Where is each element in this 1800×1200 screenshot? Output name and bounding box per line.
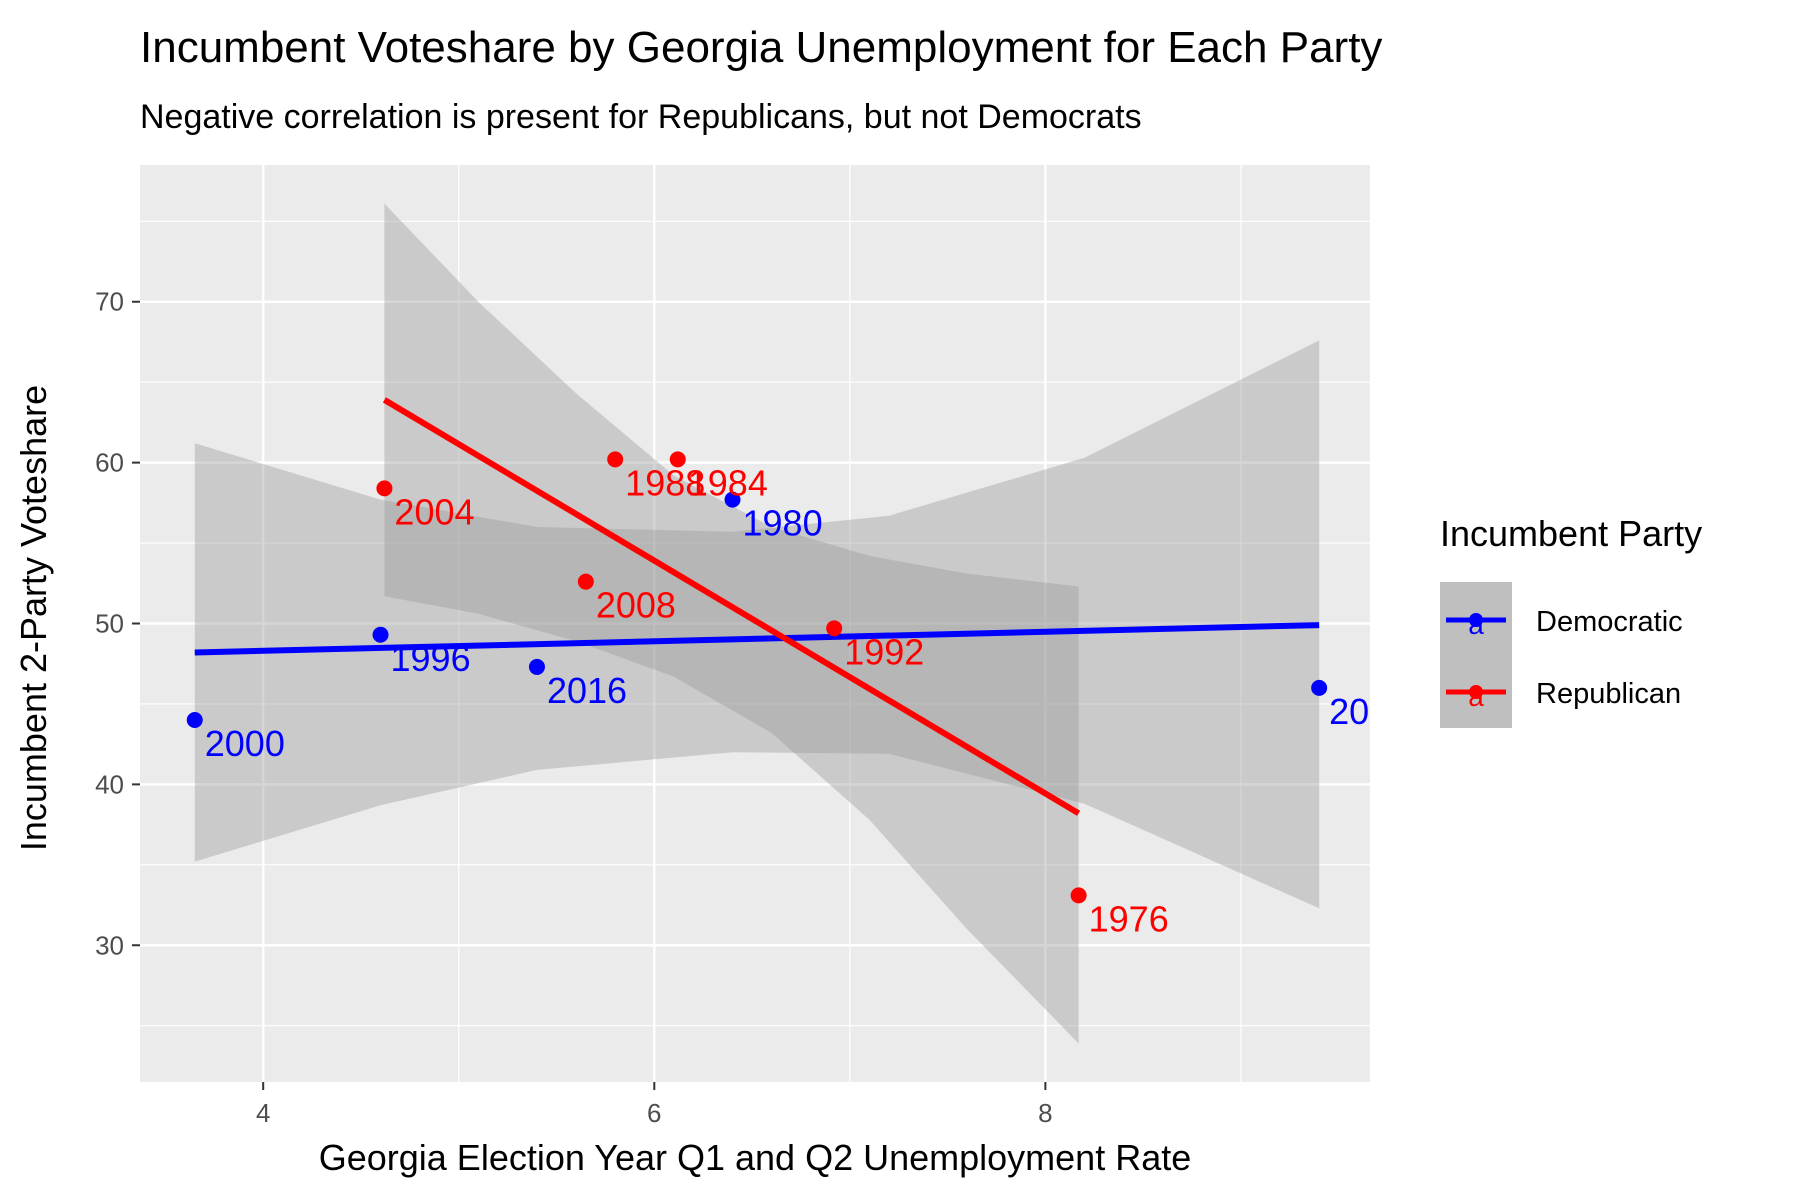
fit-line-republican <box>382 397 1081 816</box>
confidence-ribbon-republican <box>384 203 1079 1044</box>
legend-key-point <box>1469 685 1483 699</box>
fit-line-democratic <box>194 622 1320 656</box>
point-label: 2016 <box>547 670 627 711</box>
x-tick-label: 4 <box>256 1098 270 1128</box>
point-label: 1976 <box>1089 898 1169 939</box>
point-label: 1984 <box>688 462 768 503</box>
x-tick-label: 8 <box>1038 1098 1052 1128</box>
data-point-democratic <box>1311 679 1328 696</box>
y-tick-label: 30 <box>95 930 124 960</box>
data-points <box>186 451 1328 904</box>
y-tick-label: 70 <box>95 287 124 317</box>
data-point-republican <box>376 480 393 497</box>
point-label: 20 <box>1329 691 1369 732</box>
data-point-democratic <box>372 626 389 643</box>
data-point-democratic <box>528 658 545 675</box>
point-label: 1992 <box>844 631 924 672</box>
data-point-republican <box>826 620 843 637</box>
y-tick-label: 60 <box>95 448 124 478</box>
legend-key-glyph: a <box>1468 609 1484 640</box>
point-label: 1988 <box>625 462 705 503</box>
point-label: 2004 <box>394 491 474 532</box>
y-tick-label: 40 <box>95 769 124 799</box>
x-axis-title: Georgia Election Year Q1 and Q2 Unemploy… <box>319 1137 1192 1178</box>
legend: Incumbent Party a Democratic a Republican <box>1440 513 1702 728</box>
data-point-republican <box>577 573 594 590</box>
legend-label: Democratic <box>1536 606 1683 638</box>
legend-key-background <box>1440 582 1512 728</box>
data-point-republican <box>669 451 686 468</box>
point-label: 1980 <box>743 503 823 544</box>
y-tick-label: 50 <box>95 609 124 639</box>
point-label: 1996 <box>391 638 471 679</box>
legend-key-point <box>1469 613 1483 627</box>
chart-title: Incumbent Voteshare by Georgia Unemploym… <box>140 23 1382 72</box>
chart-subtitle: Negative correlation is present for Repu… <box>140 98 1142 136</box>
point-label: 2008 <box>596 585 676 626</box>
data-point-republican <box>1070 887 1087 904</box>
y-axis-title: Incumbent 2-Party Voteshare <box>13 385 54 851</box>
y-axis: 30 40 50 60 70 <box>95 287 140 960</box>
data-point-democratic <box>186 712 203 729</box>
legend-title: Incumbent Party <box>1440 513 1702 554</box>
data-point-democratic <box>724 491 741 508</box>
point-label: 2000 <box>205 723 285 764</box>
x-axis: 4 6 8 <box>256 1082 1053 1128</box>
fit-lines <box>194 397 1320 816</box>
legend-key-glyph: a <box>1468 681 1484 712</box>
data-point-republican <box>607 451 624 468</box>
x-tick-label: 6 <box>647 1098 661 1128</box>
legend-label: Republican <box>1536 678 1681 710</box>
